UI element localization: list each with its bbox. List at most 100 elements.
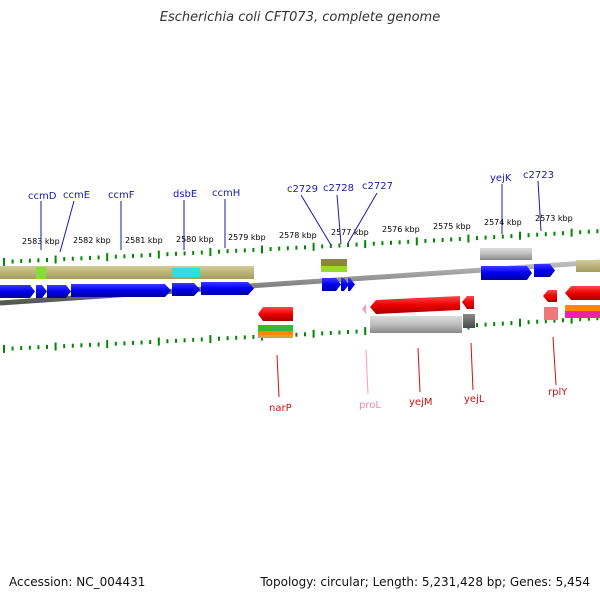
kbp-label: 2578 kbp (279, 231, 317, 240)
scale-tick (149, 340, 152, 344)
scale-tick (97, 255, 100, 260)
kbp-label: 2573 kbp (535, 214, 573, 223)
leader-line (347, 192, 378, 244)
scale-tick (364, 240, 367, 249)
scale-tick (450, 237, 453, 242)
kbp-label: 2579 kbp (228, 233, 266, 242)
scale-tick (587, 229, 590, 234)
scale-tick (278, 246, 281, 251)
scale-tick (579, 317, 582, 322)
scale-tick (166, 252, 169, 257)
scale-tick (536, 319, 539, 324)
scale-tick (132, 340, 134, 345)
scale-tick (295, 245, 298, 250)
scale-tick (433, 238, 435, 243)
gene-arrow[interactable] (71, 284, 171, 297)
scale-tick (46, 344, 48, 349)
scale-tick (209, 335, 212, 344)
gene-label-proL[interactable]: proL (359, 400, 381, 411)
gene-label-ccmD[interactable]: ccmD (28, 191, 57, 202)
feature-salmon-bot (544, 307, 558, 320)
gene-arrow[interactable] (565, 286, 600, 300)
bottom-tick-row (3, 315, 599, 353)
gene-label-ccmE[interactable]: ccmE (63, 190, 90, 201)
gene-arrow[interactable] (348, 278, 355, 291)
gene-arrow[interactable] (47, 285, 71, 298)
scale-tick (114, 254, 117, 259)
top-tick-row (3, 228, 599, 266)
leader-line (336, 194, 342, 245)
kbp-label: 2577 kbp (331, 228, 369, 237)
gene-label-ccmH[interactable]: ccmH (212, 188, 240, 199)
kbp-label: 2580 kbp (176, 235, 214, 244)
gene-arrow[interactable] (172, 283, 200, 296)
gene-arrow[interactable] (370, 296, 460, 314)
scale-tick (484, 322, 487, 327)
scale-tick (587, 316, 590, 321)
leader-line (537, 180, 542, 232)
scale-tick (381, 241, 384, 246)
gene-label-ccmF[interactable]: ccmF (108, 190, 135, 201)
gene-arrow[interactable] (0, 285, 35, 298)
leader-line (59, 200, 75, 253)
scale-tick (338, 330, 341, 335)
scale-tick (183, 251, 186, 256)
gene-arrow[interactable] (362, 304, 366, 314)
gene-arrow[interactable] (341, 278, 349, 291)
scale-tick (493, 322, 496, 327)
gene-label-yejL[interactable]: yejL (464, 394, 485, 405)
scale-tick (476, 236, 478, 241)
gene-label-rplY[interactable]: rplY (548, 387, 568, 398)
gene-arrow[interactable] (201, 282, 254, 295)
scale-tick (510, 321, 513, 326)
scale-tick (527, 233, 530, 238)
scale-tick (390, 240, 392, 245)
gene-arrow[interactable] (543, 290, 557, 302)
scale-tick (209, 248, 212, 257)
scale-tick (218, 249, 220, 254)
gene-arrow[interactable] (258, 307, 293, 321)
gene-label-c2728[interactable]: c2728 (323, 183, 354, 194)
leader-line (365, 349, 369, 395)
scale-tick (338, 243, 341, 248)
top-strand-features (0, 248, 600, 279)
scale-tick (467, 234, 470, 243)
scale-tick (458, 237, 461, 241)
scale-tick (510, 234, 513, 239)
gene-label-yejM[interactable]: yejM (409, 397, 432, 408)
feature-cyan (172, 268, 200, 277)
scale-tick (106, 340, 109, 349)
scale-tick (424, 238, 427, 243)
gene-arrow[interactable] (36, 285, 47, 298)
scale-tick (175, 251, 177, 256)
scale-tick (132, 253, 134, 258)
scale-tick (114, 341, 117, 346)
topology-label: Topology: circular; Length: 5,231,428 bp… (260, 575, 590, 589)
gene-label-narP[interactable]: narP (269, 403, 292, 414)
scale-tick (364, 327, 367, 336)
gene-label-c2723[interactable]: c2723 (523, 170, 554, 181)
scale-tick (106, 253, 109, 262)
scale-tick (183, 338, 186, 343)
feature-magenta-right (565, 311, 600, 318)
gene-label-c2729[interactable]: c2729 (287, 184, 318, 195)
gene-label-yejK[interactable]: yejK (490, 173, 512, 184)
scale-tick (519, 231, 521, 240)
scale-tick (544, 319, 547, 324)
leader-line (276, 354, 280, 398)
feature-green (36, 267, 46, 279)
pseudo-band-bot-dark (463, 314, 475, 328)
kbp-label: 2574 kbp (484, 218, 522, 227)
gene-arrow[interactable] (462, 296, 474, 309)
cds-band-small (321, 259, 347, 268)
leader-line (470, 342, 474, 391)
gene-label-dsbE[interactable]: dsbE (173, 189, 197, 200)
scale-tick (140, 253, 143, 258)
gene-arrow[interactable] (481, 266, 532, 280)
scale-tick (71, 256, 74, 261)
gene-arrow[interactable] (322, 278, 341, 291)
scale-tick (286, 246, 289, 251)
gene-arrow[interactable] (534, 264, 555, 277)
gene-label-c2727[interactable]: c2727 (362, 181, 393, 192)
